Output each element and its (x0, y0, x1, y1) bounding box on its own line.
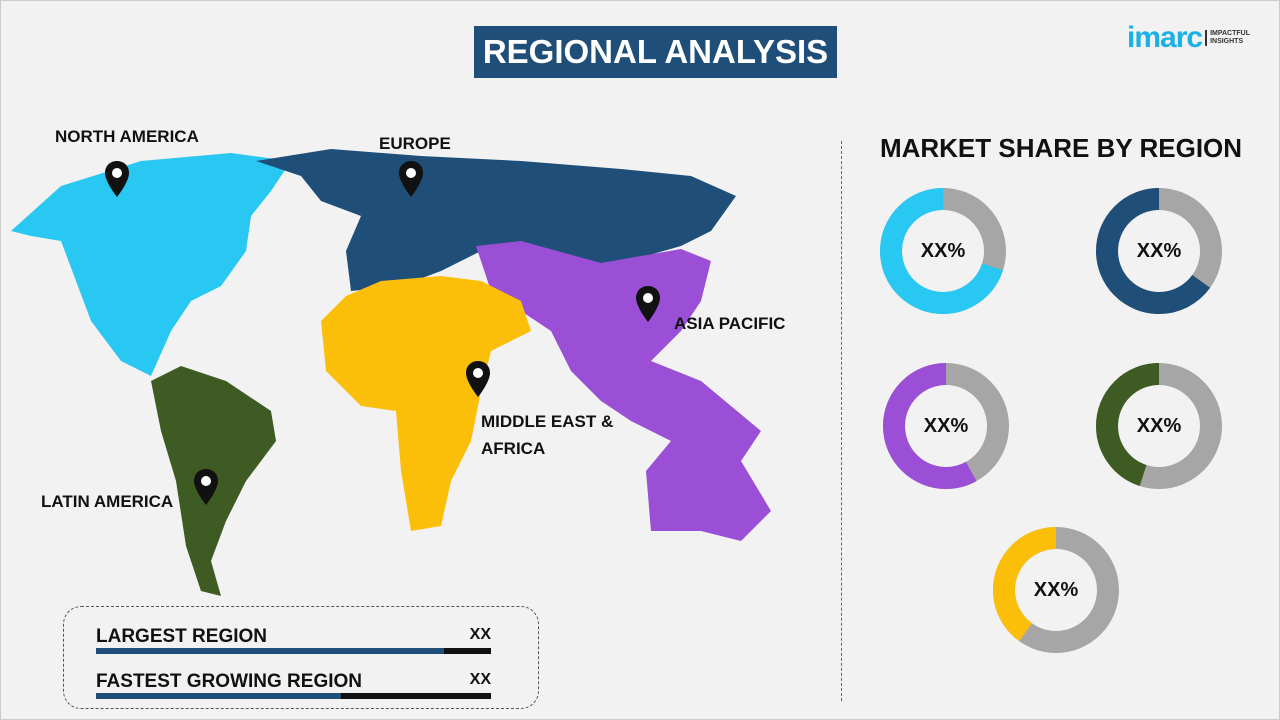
label-north-america: NORTH AMERICA (55, 127, 199, 146)
location-pin-icon (466, 361, 490, 397)
world-map (11, 149, 771, 596)
europe-shape (256, 149, 736, 291)
summary-box: LARGEST REGION XX FASTEST GROWING REGION X… (63, 606, 539, 709)
middle-east-africa-shape (321, 276, 531, 531)
north-america-shape (11, 153, 291, 376)
imarc-logo: imarc IMPACTFUL INSIGHTS (1127, 21, 1250, 54)
donut-share-arc (1096, 188, 1222, 314)
donut-europe: XX% (1094, 186, 1224, 316)
donut-asia-pacific: XX% (881, 361, 1011, 491)
donut-latin-america: XX% (1094, 361, 1224, 491)
location-pin-icon (194, 469, 218, 505)
page-title: REGIONAL ANALYSIS (474, 26, 837, 78)
donut-middle-east-africa: XX% (991, 525, 1121, 655)
divider (841, 141, 842, 701)
location-pin-icon (105, 161, 129, 197)
donut-share-arc (883, 363, 1009, 489)
largest-region-row: LARGEST REGION XX (96, 622, 491, 654)
label-latin-america: LATIN AMERICA (41, 492, 174, 511)
donut-share-arc (993, 527, 1119, 653)
market-share-title: MARKET SHARE BY REGION (879, 133, 1243, 163)
label-asia-pacific: ASIA PACIFIC (674, 314, 786, 333)
label-middle-east-africa: MIDDLE EAST & AFRICA (481, 412, 614, 458)
donut-share-arc (880, 188, 1006, 314)
location-pin-icon (636, 286, 660, 322)
label-europe: EUROPE (379, 134, 451, 153)
asia-pacific-shape (476, 241, 771, 541)
donut-north-america: XX% (878, 186, 1008, 316)
donut-share-arc (1096, 363, 1222, 489)
location-pin-icon (399, 161, 423, 197)
fastest-growing-region-row: FASTEST GROWING REGION XX (96, 669, 491, 699)
